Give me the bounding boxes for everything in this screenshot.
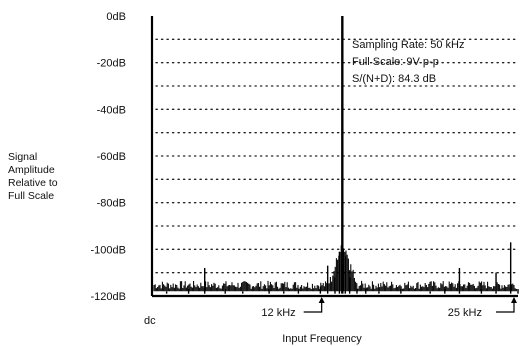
spec-annotation: Sampling Rate: 50 kHz (352, 39, 465, 51)
y-tick-label: -60dB (97, 151, 126, 163)
arrow-head (318, 297, 325, 303)
y-label-line: Amplitude (8, 164, 55, 176)
y-tick-labels: 0dB -20dB -40dB -60dB -80dB -100dB -120dB (91, 11, 126, 303)
y-tick-label: -20dB (97, 58, 126, 70)
y-tick-label: -80dB (97, 198, 126, 210)
x-tick-label: 25 kHz (448, 307, 482, 319)
x-tick-labels: dc 12 kHz 25 kHz (144, 307, 482, 327)
spec-annotation: S/(N+D): 84.3 dB (352, 73, 436, 85)
plot-frame (150, 16, 518, 298)
noise-floor (153, 243, 517, 292)
y-label-line: Relative to (8, 177, 58, 189)
spectrum-trace (151, 16, 519, 294)
y-tick-label: -40dB (97, 104, 126, 116)
noise-floor-trace (153, 243, 517, 292)
y-label-line: Full Scale (8, 190, 54, 202)
y-tick-label: 0dB (106, 11, 126, 23)
arrow-line (496, 298, 515, 313)
frequency-arrows (303, 297, 517, 313)
grid-lines (155, 38, 519, 274)
x-tick-label: dc (144, 315, 156, 327)
x-tick-label: 12 kHz (261, 307, 295, 319)
x-axis-label: Input Frequency (282, 333, 362, 345)
spec-annotations: Sampling Rate: 50 kHz Full Scale: 9V p-p S… (352, 39, 465, 85)
spec-annotation: Full Scale: 9V p-p (352, 56, 439, 68)
arrow-head (511, 297, 517, 303)
y-tick-label: -120dB (91, 291, 126, 303)
y-tick-label: -100dB (91, 244, 126, 256)
y-label-line: Signal (8, 151, 37, 163)
arrow-line (303, 298, 323, 313)
